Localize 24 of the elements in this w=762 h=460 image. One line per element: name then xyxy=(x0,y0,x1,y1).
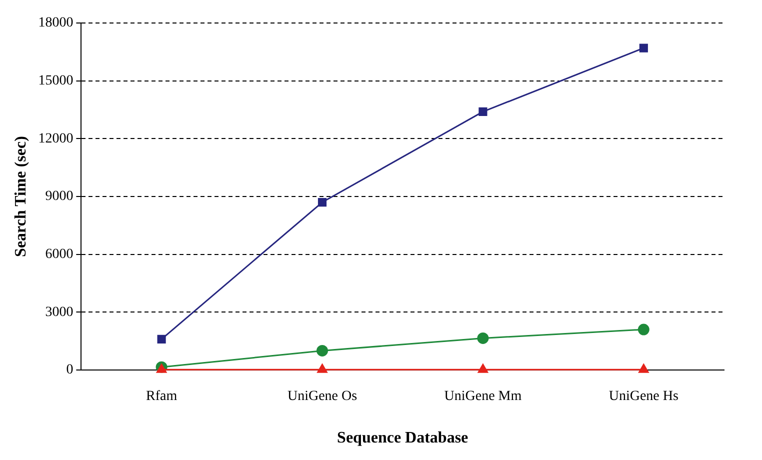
y-tick-label: 12000 xyxy=(38,131,74,146)
y-tick-label: 0 xyxy=(66,362,74,378)
y-tick-label: 18000 xyxy=(38,16,74,31)
y-tick-label: 6000 xyxy=(45,247,74,262)
point xyxy=(478,107,488,116)
point xyxy=(478,364,488,373)
point xyxy=(318,198,327,207)
y-axis-title: Search Time (sec) xyxy=(12,136,30,257)
point xyxy=(638,324,650,336)
x-tick-label: UniGene Os xyxy=(287,389,358,404)
point xyxy=(157,334,166,344)
x-tick-label: UniGene Mm xyxy=(444,389,522,404)
x-tick-label: Rfam xyxy=(146,389,178,404)
point xyxy=(156,364,167,373)
point xyxy=(477,332,489,344)
y-tick-label: 15000 xyxy=(38,74,74,89)
point xyxy=(638,364,649,373)
y-tick-label: 9000 xyxy=(45,189,74,204)
x-axis-title: Sequence Database xyxy=(337,430,468,447)
x-tick-label: UniGene Hs xyxy=(608,389,678,404)
point xyxy=(639,44,648,52)
point xyxy=(316,344,328,356)
y-tick-label: 3000 xyxy=(45,304,74,320)
point xyxy=(317,364,328,373)
